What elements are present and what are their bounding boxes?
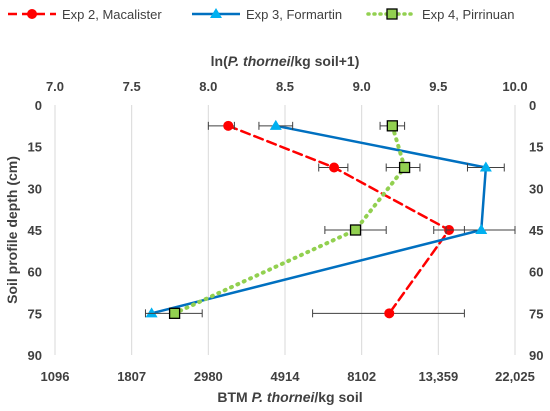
bottom-tick-label: 2980	[194, 369, 223, 384]
bottom-tick-label: 1807	[117, 369, 146, 384]
bottom-tick-label: 1096	[41, 369, 70, 384]
series-line	[172, 123, 407, 316]
right-tick-label: 0	[529, 98, 536, 113]
bottom-tick-label: 13,359	[418, 369, 458, 384]
top-axis-label: ln(P. thornei/kg soil+1)	[211, 53, 360, 69]
bottom-tick-label: 8102	[347, 369, 376, 384]
series-2	[145, 119, 516, 318]
top-tick-label: 10.0	[502, 79, 527, 94]
right-tick-label: 60	[529, 265, 543, 280]
legend: Exp 2, Macalister Exp 3, Formartin Exp 4…	[8, 7, 515, 22]
series-3	[144, 120, 421, 319]
bottom-tick-label: 4914	[271, 369, 301, 384]
data-point	[329, 162, 340, 173]
data-point	[349, 224, 362, 236]
series	[144, 119, 516, 319]
top-tick-label: 9.5	[429, 79, 447, 94]
data-point	[398, 161, 411, 174]
top-tick-label: 8.5	[276, 79, 294, 94]
data-point	[223, 120, 234, 131]
left-tick-label: 45	[28, 223, 42, 238]
data-point	[269, 119, 282, 130]
top-tick-label: 8.0	[199, 79, 217, 94]
legend-label-exp4: Exp 4, Pirrinuan	[422, 7, 515, 22]
bottom-axis-label: BTM P. thornei/kg soil	[217, 389, 362, 405]
left-tick-label: 0	[35, 98, 42, 113]
right-tick-label: 45	[529, 223, 543, 238]
legend-label-exp2: Exp 2, Macalister	[62, 7, 162, 22]
data-point	[386, 120, 398, 132]
legend-item-exp4: Exp 4, Pirrinuan	[366, 7, 515, 22]
right-tick-label: 75	[529, 306, 543, 321]
left-tick-label: 90	[28, 348, 42, 363]
legend-item-exp2: Exp 2, Macalister	[8, 7, 162, 22]
right-tick-label: 90	[529, 348, 543, 363]
right-tick-label: 15	[529, 140, 543, 155]
legend-item-exp3: Exp 3, Formartin	[192, 7, 342, 22]
data-point	[479, 161, 492, 172]
data-point	[384, 308, 395, 319]
top-tick-label: 7.5	[123, 79, 141, 94]
data-point	[475, 224, 488, 234]
data-point	[168, 307, 181, 319]
series-line	[227, 124, 451, 315]
y-axis-label: Soil profile depth (cm)	[4, 156, 20, 304]
tick-labels: 7.0 7.5 8.0 8.5 9.0 9.5 10.0 1096 1807 2980 4914 81…	[28, 79, 544, 384]
bottom-tick-label: 22,025	[495, 369, 535, 384]
series-line	[150, 124, 488, 315]
left-tick-label: 15	[28, 140, 42, 155]
top-tick-label: 7.0	[46, 79, 64, 94]
data-point	[145, 307, 158, 318]
legend-label-exp3: Exp 3, Formartin	[246, 7, 342, 22]
right-tick-label: 30	[529, 181, 543, 196]
left-tick-label: 30	[28, 181, 42, 196]
top-tick-label: 9.0	[353, 79, 371, 94]
left-tick-label: 75	[28, 306, 42, 321]
left-tick-label: 60	[28, 265, 42, 280]
